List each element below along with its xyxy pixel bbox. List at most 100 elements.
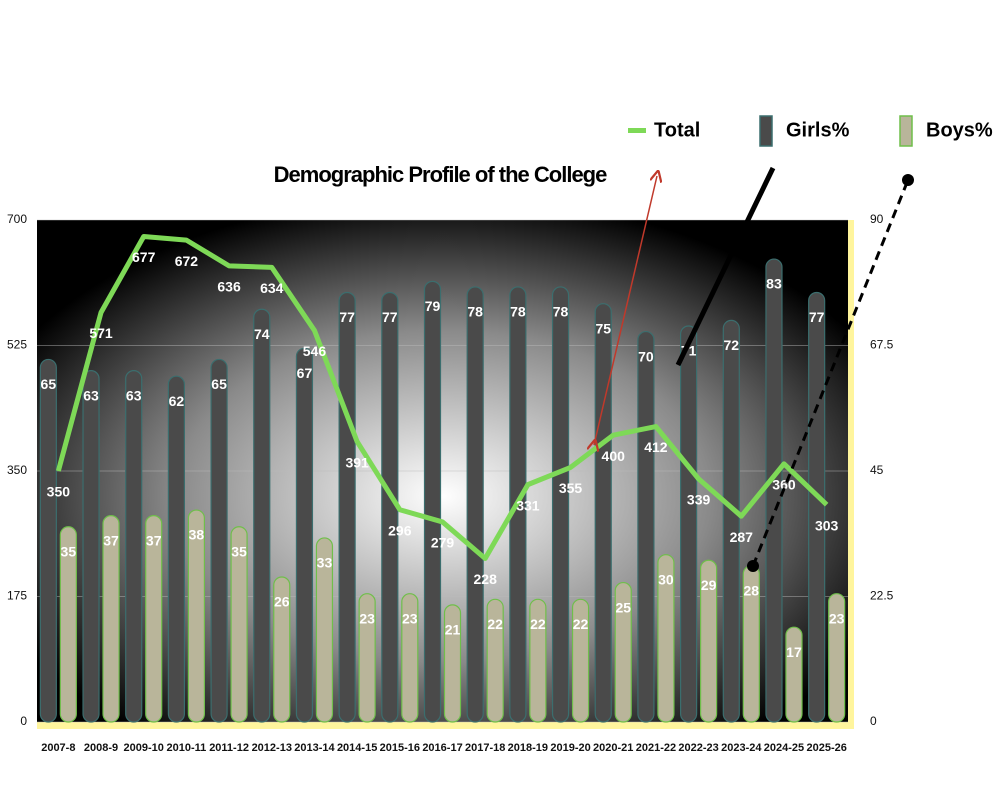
- x-tick-label: 2007-8: [41, 742, 75, 754]
- bar: [315, 537, 334, 723]
- dashed-line: [751, 179, 910, 567]
- bar-label: 29: [701, 577, 717, 593]
- bar-label: 70: [638, 348, 654, 364]
- bar: [167, 375, 185, 723]
- legend-swatch: [628, 128, 646, 133]
- bar: [338, 291, 356, 723]
- bar-label: 77: [339, 309, 355, 325]
- bar: [614, 581, 632, 723]
- annotations: [594, 166, 914, 572]
- line-label: 287: [730, 529, 754, 545]
- bar-label: 77: [809, 309, 825, 325]
- bar-label: 28: [744, 583, 760, 599]
- bar: [722, 319, 740, 723]
- bar-label: 17: [786, 644, 802, 660]
- dot: [902, 174, 914, 186]
- bar: [358, 593, 376, 723]
- y2-tick-label: 45: [870, 463, 884, 477]
- bar-label: 38: [189, 527, 205, 543]
- chart-title: Demographic Profile of the College: [274, 162, 607, 187]
- line-label: 672: [175, 253, 199, 269]
- bar-label: 63: [83, 387, 99, 403]
- bar: [82, 370, 100, 723]
- y-tick-label: 175: [7, 589, 27, 603]
- line-label: 634: [260, 280, 284, 296]
- legend-label: Total: [654, 119, 700, 141]
- legend-swatch: [899, 115, 913, 147]
- legend-label: Boys%: [926, 119, 993, 141]
- bar: [210, 358, 228, 723]
- bar: [59, 526, 77, 723]
- bar: [529, 598, 547, 723]
- line-label: 279: [431, 535, 455, 551]
- bar: [551, 286, 570, 723]
- line-label: 391: [345, 454, 369, 470]
- x-tick-label: 2019-20: [550, 742, 590, 754]
- bar: [187, 509, 205, 723]
- bar: [657, 554, 675, 723]
- line: [55, 233, 829, 561]
- legend-label: Girls%: [786, 119, 850, 141]
- y2-tick-label: 22.5: [870, 589, 894, 603]
- line-label: 355: [559, 480, 583, 496]
- line-label: 296: [388, 522, 412, 538]
- x-tick-label: 2017-18: [465, 742, 505, 754]
- y2-tick-label: 90: [870, 212, 884, 226]
- bar: [486, 598, 504, 723]
- x-tick-label: 2025-26: [806, 742, 846, 754]
- line-label: 636: [217, 279, 241, 295]
- bar-label: 35: [231, 543, 247, 559]
- bar-label: 22: [530, 616, 546, 632]
- x-tick-label: 2013-14: [294, 742, 335, 754]
- line-label: 350: [47, 484, 71, 500]
- line-label: 228: [474, 571, 498, 587]
- x-tick-label: 2015-16: [380, 742, 420, 754]
- bar: [423, 280, 442, 723]
- bar-label: 23: [402, 610, 418, 626]
- line-label: 360: [772, 477, 796, 493]
- legend-swatch: [759, 115, 773, 147]
- bar-label: 37: [103, 532, 119, 548]
- right-wall: [848, 220, 854, 728]
- x-tick-label: 2021-22: [636, 742, 676, 754]
- bar-label: 37: [146, 532, 162, 548]
- bar: [680, 325, 698, 723]
- y-tick-label: 350: [7, 463, 27, 477]
- bar-label: 23: [829, 610, 845, 626]
- floor: [37, 722, 854, 729]
- bar: [39, 358, 57, 723]
- x-tick-label: 2012-13: [252, 742, 292, 754]
- bar-label: 25: [615, 599, 631, 615]
- black-stroke: [675, 166, 776, 367]
- bar: [230, 526, 248, 723]
- bar-label: 35: [61, 543, 77, 559]
- x-tick-label: 2008-9: [84, 742, 118, 754]
- bar: [637, 330, 655, 723]
- bar-label: 26: [274, 594, 290, 610]
- bar-label: 83: [766, 276, 782, 292]
- x-tick-label: 2024-25: [764, 742, 804, 754]
- x-tick-label: 2020-21: [593, 742, 633, 754]
- bar: [125, 370, 143, 723]
- y-tick-label: 525: [7, 338, 27, 352]
- bar-label: 79: [425, 298, 441, 314]
- bar: [295, 347, 314, 723]
- bar: [828, 593, 846, 723]
- x-tick-label: 2018-19: [508, 742, 548, 754]
- line-label: 303: [815, 517, 839, 533]
- bar-label: 62: [169, 393, 185, 409]
- x-tick-label: 2014-15: [337, 742, 377, 754]
- y2-tick-label: 67.5: [870, 338, 894, 352]
- dot: [747, 560, 759, 572]
- bar-label: 78: [467, 304, 483, 320]
- bar: [273, 576, 291, 723]
- x-tick-label: 2022-23: [678, 742, 718, 754]
- bar: [102, 515, 120, 723]
- bar: [253, 308, 271, 723]
- x-tick-label: 2023-24: [721, 742, 762, 754]
- line-label: 677: [132, 249, 156, 265]
- bar-label: 74: [254, 326, 270, 342]
- y2-tick-label: 0: [870, 714, 877, 728]
